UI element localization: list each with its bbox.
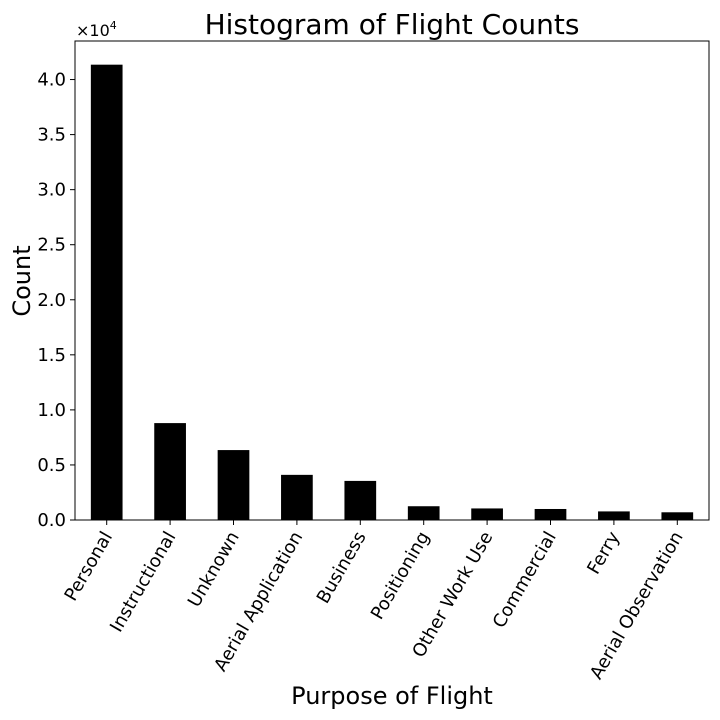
y-tick-label: 1.5 bbox=[37, 345, 66, 366]
y-tick-label: 4.0 bbox=[37, 70, 66, 91]
y-axis-multiplier: ×104 bbox=[76, 19, 117, 40]
y-tick-label: 2.5 bbox=[37, 235, 66, 256]
y-tick-label: 1.0 bbox=[37, 400, 66, 421]
y-axis-multiplier-exponent: 4 bbox=[110, 19, 117, 32]
x-tick-label: Positioning bbox=[367, 528, 434, 623]
y-tick-label: 3.5 bbox=[37, 125, 66, 146]
x-tick-label: Instructional bbox=[106, 528, 180, 636]
bar-business bbox=[344, 480, 377, 520]
bar-commercial bbox=[534, 508, 567, 520]
chart-title: Histogram of Flight Counts bbox=[205, 8, 580, 41]
bar-unknown bbox=[217, 450, 250, 520]
bar-instructional bbox=[154, 423, 186, 520]
x-tick-label: Commercial bbox=[489, 528, 561, 632]
y-tick-label: 3.0 bbox=[37, 180, 66, 201]
x-tick-label: Business bbox=[313, 528, 371, 607]
bar-aerial-observation bbox=[661, 512, 694, 520]
bar-ferry bbox=[598, 511, 630, 520]
bars-group bbox=[90, 64, 694, 520]
y-tick-label: 0.0 bbox=[37, 510, 66, 531]
y-tick-label: 0.5 bbox=[37, 455, 66, 476]
bar-personal bbox=[90, 64, 123, 520]
x-axis-label: Purpose of Flight bbox=[291, 682, 493, 710]
bar-positioning bbox=[407, 506, 440, 520]
bar-aerial-application bbox=[281, 474, 313, 520]
y-tick-label: 2.0 bbox=[37, 290, 66, 311]
x-tick-label: Ferry bbox=[583, 528, 624, 578]
x-tick-label: Personal bbox=[61, 528, 117, 605]
y-axis-ticks: 0.0 0.5 1.0 1.5 2.0 2.5 3.0 3.5 4.0 bbox=[37, 70, 75, 531]
y-axis-multiplier-base: ×10 bbox=[76, 21, 110, 40]
x-tick-label: Unknown bbox=[184, 528, 244, 611]
plot-frame bbox=[74, 40, 710, 521]
bar-other-work-use bbox=[471, 508, 503, 520]
y-axis-label: Count bbox=[8, 245, 36, 316]
